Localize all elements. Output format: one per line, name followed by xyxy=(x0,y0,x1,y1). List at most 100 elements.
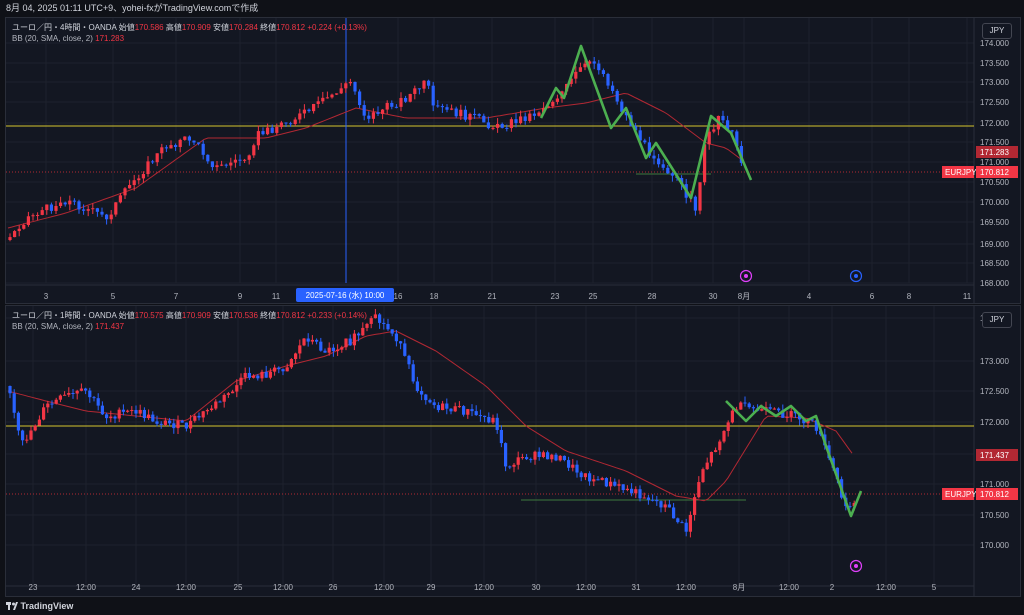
candle-body xyxy=(298,345,302,354)
candle-body xyxy=(327,347,331,353)
candle-body xyxy=(514,119,518,124)
x-tick-label: 23 xyxy=(551,292,560,301)
candle-body xyxy=(600,478,604,480)
candle-body xyxy=(266,127,270,135)
y-tick-label: 170.000 xyxy=(980,198,1009,207)
candle-body xyxy=(657,158,661,165)
open-value: 170.575 xyxy=(134,311,164,320)
candle-body xyxy=(672,507,676,519)
candle-body xyxy=(238,159,242,161)
x-tick-label: 7 xyxy=(174,292,179,301)
x-tick-label: 18 xyxy=(430,292,439,301)
candle-body xyxy=(130,410,134,412)
candle-body xyxy=(159,423,163,425)
candle-body xyxy=(82,209,86,211)
candle-body xyxy=(655,499,659,502)
candle-body xyxy=(155,153,159,163)
candle-body xyxy=(321,97,325,102)
candle-body xyxy=(703,144,707,183)
candle-body xyxy=(353,81,357,92)
candle-body xyxy=(84,388,88,391)
candle-body xyxy=(176,420,180,429)
candle-body xyxy=(546,106,550,108)
candle-body xyxy=(294,353,298,360)
candle-body xyxy=(205,410,209,412)
candle-body xyxy=(747,403,751,408)
candle-body xyxy=(169,145,173,149)
candle-body xyxy=(264,371,268,378)
candle-body xyxy=(307,109,311,112)
candle-body xyxy=(413,88,417,94)
candle-body xyxy=(611,85,615,91)
open-value: 170.586 xyxy=(134,23,164,32)
candle-body xyxy=(478,415,482,417)
candle-body xyxy=(760,409,764,411)
candle-body xyxy=(105,214,109,220)
x-tick-label: 12:00 xyxy=(676,583,697,592)
candle-body xyxy=(473,113,477,115)
candle-body xyxy=(128,185,132,189)
candle-body xyxy=(187,136,191,141)
candle-body xyxy=(592,61,596,64)
candle-body xyxy=(482,115,486,123)
candle-body xyxy=(293,119,297,125)
x-tick-label: 31 xyxy=(632,583,641,592)
currency-button[interactable]: JPY xyxy=(982,23,1012,39)
bb-indicator-label[interactable]: BB (20, SMA, close, 2) xyxy=(12,322,93,331)
candle-body xyxy=(663,504,667,508)
candle-body xyxy=(369,318,373,324)
candle-body xyxy=(500,123,504,128)
y-tick-label: 168.500 xyxy=(980,259,1009,268)
x-tick-label: 12:00 xyxy=(273,583,294,592)
high-label: 高値 xyxy=(165,311,182,320)
candle-body xyxy=(226,393,230,395)
candle-body xyxy=(491,127,495,129)
candle-body xyxy=(340,347,344,350)
bb-indicator-label[interactable]: BB (20, SMA, close, 2) xyxy=(12,34,93,43)
candle-body xyxy=(289,123,293,125)
candle-body xyxy=(197,142,201,144)
candle-body xyxy=(661,164,665,168)
crosshair-time-label-bg xyxy=(296,288,394,302)
candle-body xyxy=(306,338,310,342)
candle-body xyxy=(666,167,670,174)
candle-body xyxy=(550,454,554,460)
candle-body xyxy=(26,216,30,225)
y-tick-label: 173.500 xyxy=(980,59,1009,68)
chart-pane-4h[interactable]: 174.000 173.500 173.000 172.500 172.000 171.5… xyxy=(5,17,1021,304)
candle-body xyxy=(477,114,481,116)
candle-body xyxy=(785,416,789,418)
candle-body xyxy=(562,455,566,461)
tv-logo-icon xyxy=(6,602,18,610)
candle-body xyxy=(578,67,582,72)
candle-body xyxy=(525,457,529,460)
candle-body xyxy=(567,460,571,468)
candle-body xyxy=(231,391,235,394)
crosshair-time-label: 2025-07-16 (水) 10:00 xyxy=(306,290,385,300)
zigzag-line xyxy=(539,44,753,200)
candle-body xyxy=(463,109,467,120)
y-tick-label: 172.000 xyxy=(980,418,1009,427)
candle-body xyxy=(365,323,369,328)
candle-body xyxy=(814,420,818,431)
candle-body xyxy=(273,367,277,372)
candle-body xyxy=(42,407,46,420)
candle-body xyxy=(45,204,49,211)
currency-button[interactable]: JPY xyxy=(982,312,1012,328)
candle-body xyxy=(457,406,461,408)
candle-body xyxy=(284,122,288,124)
x-tick-label: 12:00 xyxy=(76,583,97,592)
candle-body xyxy=(114,202,118,215)
candle-body xyxy=(270,127,274,133)
candle-body xyxy=(743,402,747,404)
x-tick-label: 23 xyxy=(29,583,38,592)
chart-canvas-1h[interactable]: 173.500173.000172.500172.000171.500171.0… xyxy=(6,306,1020,596)
open-label: 始値 xyxy=(118,23,135,32)
event-icon-dot xyxy=(854,274,858,278)
x-tick-label: 30 xyxy=(709,292,718,301)
candle-body xyxy=(596,479,600,481)
candle-body xyxy=(95,208,99,212)
candle-body xyxy=(697,482,701,498)
chart-pane-1h[interactable]: 173.500173.000172.500172.000171.500171.0… xyxy=(5,305,1021,597)
chart-canvas-4h[interactable]: 174.000 173.500 173.000 172.500 172.000 171.5… xyxy=(6,18,1020,303)
